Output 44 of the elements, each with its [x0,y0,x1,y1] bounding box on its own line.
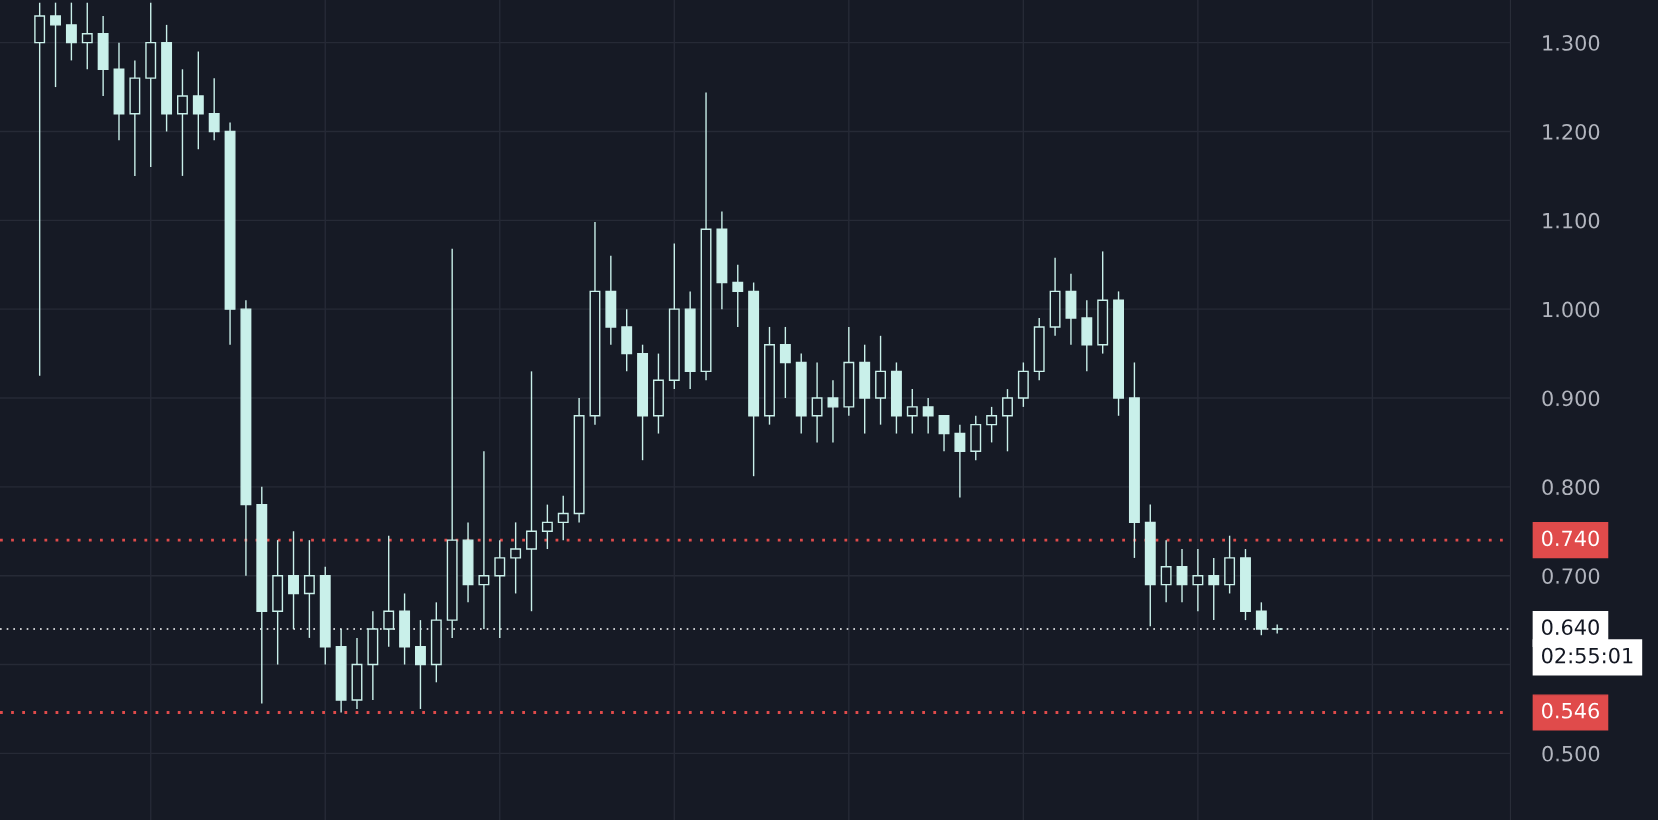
candlestick [303,539,315,639]
candlestick [383,535,395,648]
candlestick [557,495,569,541]
y-tick-label: 1.300 [1543,35,1600,51]
ref-line-label: 0.740 [1542,530,1599,547]
candlestick [938,415,950,453]
candlestick [1160,539,1172,604]
candlestick [414,619,426,710]
candlestick [1208,557,1220,621]
candlestick [65,1,77,62]
candlestick [954,423,966,499]
ref-line-label: 0.640 [1542,619,1599,636]
candlestick [986,406,998,444]
candlestick [827,379,839,444]
candlestick [288,530,299,630]
text: 02:55:01 [1542,647,1633,664]
ref-line-label: 0.546 [1542,702,1599,719]
candlestick [34,1,46,377]
candlestick [208,77,220,142]
candlestick [1255,601,1267,636]
candlestick [1002,388,1013,453]
candlestick [906,388,918,435]
candlestick [177,68,188,177]
candlestick [922,397,934,435]
candlestick [494,539,506,639]
candlestick [779,326,791,399]
y-tick-label: 1.100 [1543,212,1600,229]
candlestick [526,370,537,612]
y-tick-label: 1.200 [1543,123,1600,140]
candlestick [510,521,522,595]
candlestick [81,1,93,70]
y-tick-label: 0.500 [1542,745,1600,762]
y-tick-label: 0.700 [1542,568,1600,584]
y-tick-label: 0.900 [1542,390,1600,407]
candlestick [1192,548,1204,612]
candlestick [478,450,490,630]
candlestick [732,264,744,328]
candlestick [1176,548,1188,604]
candlestick [811,361,823,444]
candlestick [50,1,61,88]
candlestick [192,50,204,150]
y-tick-label: 0.800 [1542,479,1600,496]
candlestick [541,503,553,550]
y-tick-label: 1.000 [1543,301,1600,318]
